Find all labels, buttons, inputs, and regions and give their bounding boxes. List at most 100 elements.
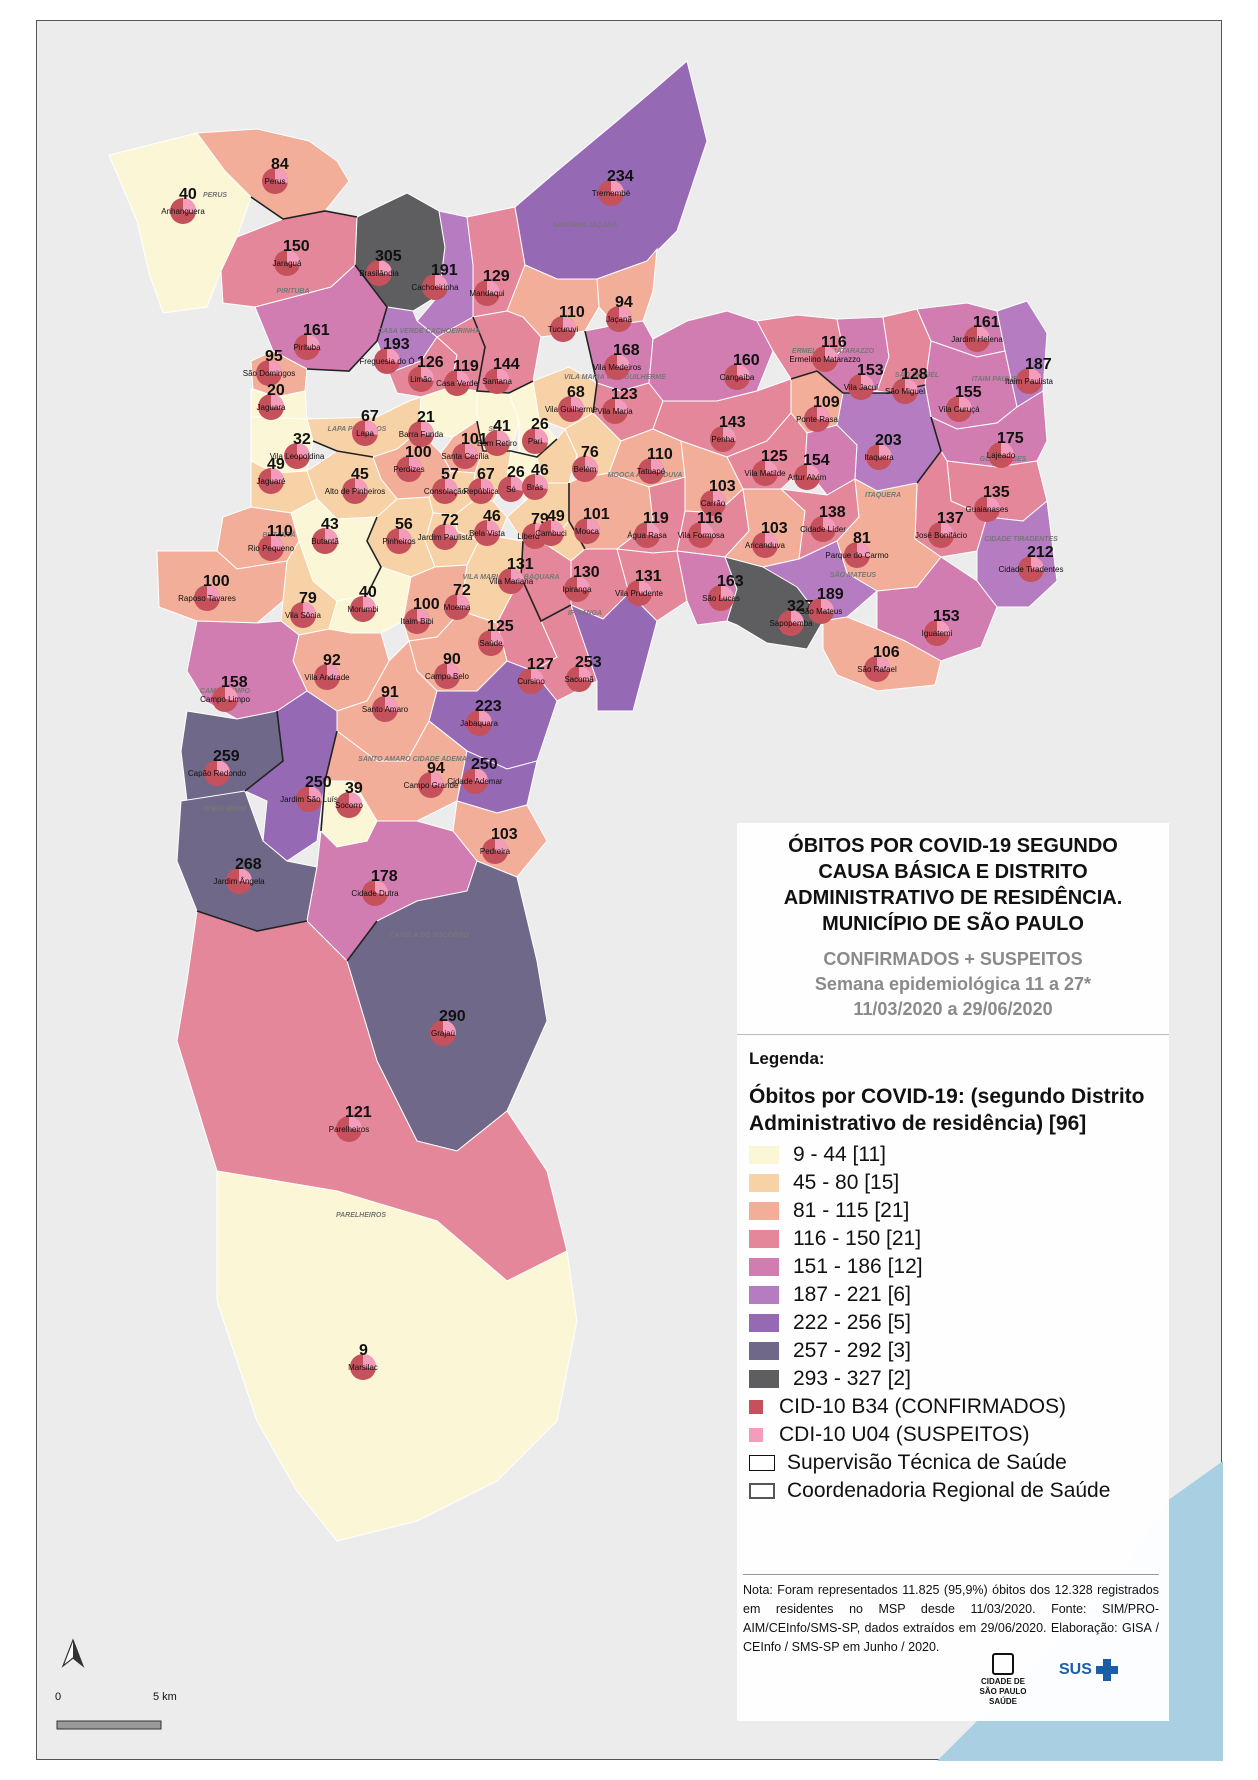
legend-class-5: 187 - 221 [6]	[737, 1281, 1169, 1309]
district-marker: 101 Mooca	[574, 506, 610, 544]
district-marker: 125 Vila Matilde	[744, 448, 788, 486]
district-value: 40	[179, 186, 197, 203]
legend-class-label: 116 - 150 [21]	[793, 1227, 922, 1250]
district-name: São Miguel	[885, 387, 925, 396]
region-label: ITAIM PAULISTA	[972, 376, 1026, 383]
district-value: 160	[733, 352, 760, 369]
district-name: Tremembé	[592, 189, 631, 198]
district-value: 68	[567, 384, 585, 401]
suspect-pie-slice	[271, 394, 284, 410]
district-value: 56	[395, 516, 413, 533]
legend-symbol-0: CID-10 B34 (CONFIRMADOS)	[737, 1393, 1169, 1421]
district-marker: 137 José Bonifácio	[915, 510, 968, 548]
district-marker: 123 Vila Maria	[597, 386, 638, 424]
district-value: 153	[857, 362, 884, 379]
district-value: 125	[487, 618, 514, 635]
district-value: 101	[461, 431, 488, 448]
district-value: 110	[267, 523, 293, 540]
district-name: Socorro	[335, 801, 364, 810]
district-value: 72	[453, 582, 471, 599]
district-name: Santa Cecília	[441, 452, 489, 461]
district-marker: 178 Cidade Dutra	[351, 868, 399, 906]
district-name: Lajeado	[987, 451, 1016, 460]
district-marker: 95 São Domingos	[243, 348, 295, 386]
district-value: 305	[375, 248, 402, 265]
map-polygons	[108, 60, 1058, 1542]
district-name: Carrão	[701, 499, 726, 508]
district-value: 130	[573, 564, 600, 581]
region-label: SÃO MATEUS	[830, 570, 876, 579]
district-name: Guaianases	[966, 505, 1009, 514]
suspect-pie-slice	[497, 368, 510, 384]
district-marker: 79 Vila Sônia	[285, 590, 321, 628]
district-marker: 56 Pinheiros	[382, 516, 416, 554]
legend-boundary-swatch	[749, 1455, 775, 1471]
suspect-pie-slice	[445, 478, 458, 494]
suspect-pie-slice	[325, 528, 338, 544]
district-marker: 158 Campo Limpo	[200, 674, 250, 712]
suspect-pie-slice	[457, 370, 470, 386]
district-value: 223	[475, 698, 502, 715]
supervision-boundary	[584, 330, 598, 414]
district-name: Limão	[410, 375, 432, 384]
district-marker: 103 Pedreira	[480, 826, 518, 864]
suspect-pie-slice	[721, 585, 734, 601]
district-marker: 116 Vila Formosa	[678, 510, 725, 548]
suspect-pie-slice	[825, 346, 838, 362]
suspect-pie-slice	[443, 1020, 456, 1036]
district-value: 119	[643, 510, 669, 527]
suspect-pie-slice	[535, 428, 548, 444]
district-value: 32	[293, 431, 311, 448]
region-label: SANTO AMARO CIDADE ADEMAR	[358, 756, 472, 763]
suspect-pie-slice	[297, 443, 310, 459]
district-marker: 72 Jardim Paulista	[418, 512, 473, 550]
suspect-pie-slice	[385, 696, 398, 712]
district-marker: 119 Água Rasa	[627, 510, 669, 548]
district-value: 191	[431, 262, 458, 279]
legend-boundary-0: Supervisão Técnica de Saúde	[737, 1449, 1169, 1477]
district-marker: 127 Cursino	[517, 656, 554, 694]
district-name: Butantã	[311, 537, 339, 546]
district-marker: 128 São Miguel	[885, 366, 928, 404]
district-value: 20	[267, 382, 285, 399]
district-value: 189	[817, 586, 844, 603]
region-label: SÉ	[488, 424, 498, 433]
suspect-pie-slice	[701, 522, 714, 538]
district-name: Jardim Helena	[951, 335, 1003, 344]
district-marker: 72 Moema	[444, 582, 471, 620]
district-marker: 268 Jardim Ângela	[213, 856, 265, 894]
legend-swatch	[749, 1230, 779, 1248]
suspect-pie-slice	[639, 580, 652, 596]
legend-heading: Óbitos por COVID-19: (segundo Distrito A…	[749, 1085, 1145, 1135]
district-name: Cidade Ademar	[447, 777, 502, 786]
district-name: Tatuapé	[637, 467, 666, 476]
district-name: Pari	[528, 437, 542, 446]
suspect-pie-slice	[365, 420, 378, 436]
legend-class-3: 116 - 150 [21]	[737, 1225, 1169, 1253]
suspect-pie-slice	[579, 666, 593, 682]
district-value: 49	[547, 508, 565, 525]
district-name: Itaim Bibi	[401, 617, 434, 626]
district-name: Ponte Rasa	[796, 415, 838, 424]
note-text: Nota: Foram representados 11.825 (95,9%)…	[743, 1574, 1159, 1657]
suspect-pie-slice	[207, 585, 220, 601]
district-name: Itaim Paulista	[1005, 377, 1054, 386]
district-marker: 110 Tucuruvi	[548, 304, 585, 342]
district-value: 21	[417, 409, 435, 426]
district-name: Vila Maria	[597, 407, 633, 416]
district-value: 9	[359, 1342, 368, 1359]
district-name: República	[463, 487, 499, 496]
district-value: 250	[305, 774, 332, 791]
district-marker: 250 Jardim São Luís	[280, 774, 338, 812]
district-value: 92	[323, 652, 341, 669]
suspect-pie-slice	[363, 1354, 376, 1370]
district-value: 103	[491, 826, 518, 843]
district-name: Cachoeirinha	[411, 283, 459, 292]
district-value: 268	[235, 856, 262, 873]
district-marker: 135 Guaianases	[966, 484, 1010, 522]
district-value: 161	[973, 314, 1000, 331]
suspect-pie-slice	[435, 274, 448, 290]
map-frame: PERUS PIRITUBA CASA VERDE CACHOEIRINHA SANT…	[36, 20, 1223, 1761]
district-name: Brasilândia	[359, 269, 399, 278]
district-name: Bom Retiro	[477, 439, 518, 448]
